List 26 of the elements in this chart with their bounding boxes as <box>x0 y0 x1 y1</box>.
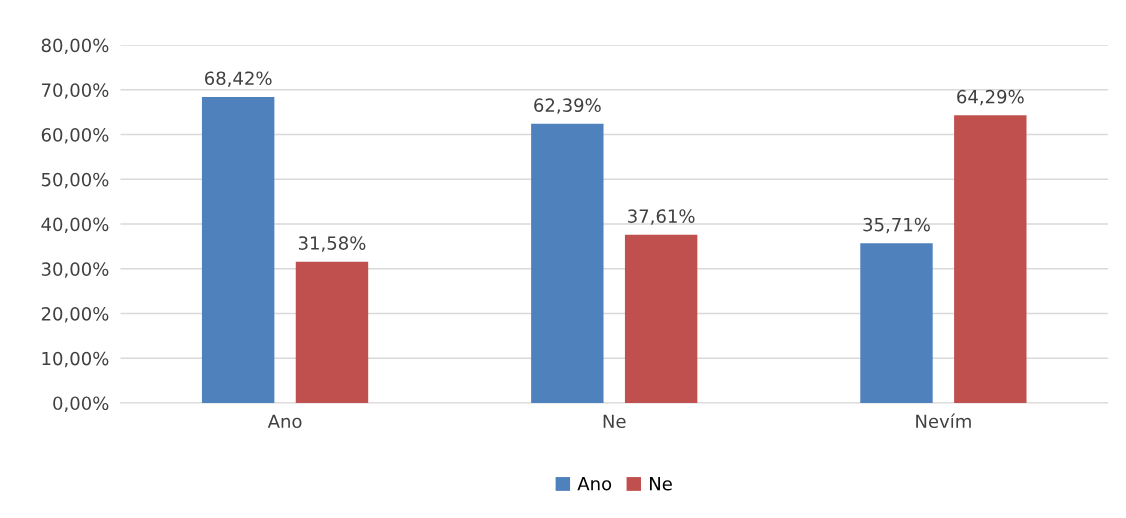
y-tick-label: 30,00% <box>41 262 109 278</box>
y-tick-label: 50,00% <box>41 172 109 189</box>
bar <box>624 234 698 403</box>
y-tick-label: 0,00% <box>53 396 109 412</box>
x-tick-label: Ne <box>603 414 626 429</box>
y-tick-label: 10,00% <box>42 351 109 368</box>
data-label: 68,42% <box>205 71 272 87</box>
data-label: 37,61% <box>628 209 695 225</box>
y-tick-label: 40,00% <box>41 217 109 233</box>
legend-label: Ne <box>650 477 672 491</box>
y-tick-label: 20,00% <box>41 306 109 323</box>
y-tick-label: 70,00% <box>42 83 109 99</box>
x-tick-label: Ano <box>267 414 302 429</box>
x-tick-label: Nevím <box>916 413 971 429</box>
bar <box>954 115 1027 403</box>
y-tick-label: 80,00% <box>41 38 109 55</box>
legend-label: Ano <box>577 477 612 491</box>
bar <box>295 261 369 403</box>
data-label: 35,71% <box>863 217 930 234</box>
bar <box>531 123 604 403</box>
data-label: 64,29% <box>957 89 1024 106</box>
data-label: 62,39% <box>534 98 601 114</box>
bar <box>860 243 933 403</box>
bar <box>201 96 275 403</box>
data-label: 31,58% <box>298 236 366 252</box>
y-tick-label: 60,00% <box>41 128 109 144</box>
